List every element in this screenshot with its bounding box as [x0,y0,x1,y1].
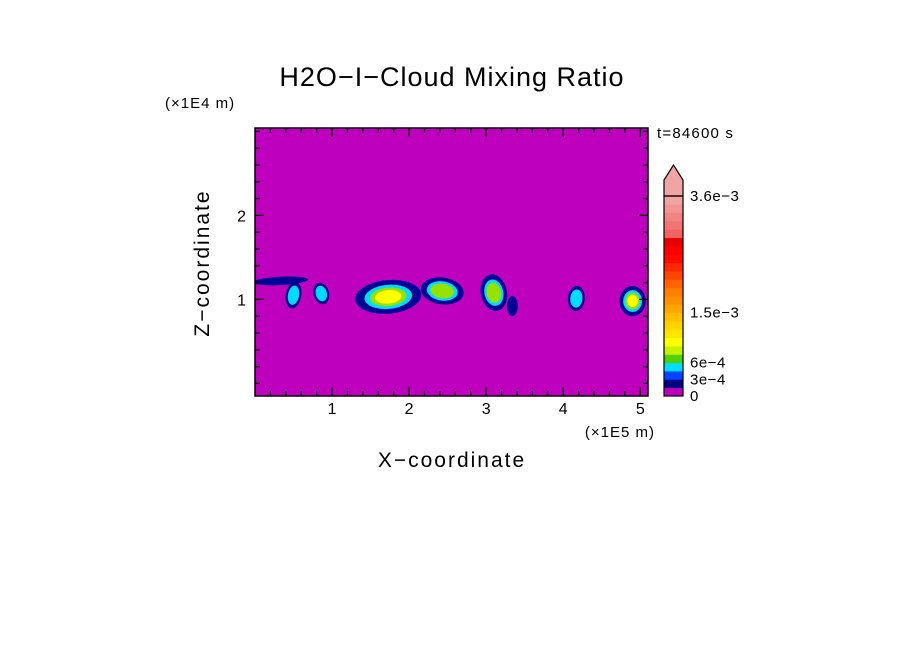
colorbar-label: 3e−4 [690,371,726,388]
z-tick-label: 2 [237,208,246,225]
plot-area [254,127,649,397]
x-axis-label: X−coordinate [378,449,526,472]
x-tick-label: 5 [636,401,645,418]
cloud-blob [313,282,330,305]
plot-background [255,128,648,396]
time-annotation: t=84600 s [657,125,734,142]
cloud-blob [619,285,646,317]
x-tick-label: 2 [405,401,414,418]
x-tick-label: 3 [482,401,491,418]
colorbar-overflow-arrow [663,163,684,197]
z-tick-label: 1 [237,292,246,309]
cloud-blob [285,281,302,309]
cloud-blob [506,296,518,317]
plot-frame [254,127,649,397]
colorbar: 3.6e−3 1.5e−3 6e−43e−40 [663,163,739,405]
axis-tick-labels: 1 2 3 4 5 1 2 [237,208,645,418]
chart-title: H2O−I−Cloud Mixing Ratio [279,62,624,92]
cloud-field [255,274,646,317]
z-axis-units-label: (×1E4 m) [165,95,235,112]
colorbar-label: 6e−4 [690,355,726,372]
x-tick-label: 1 [328,401,337,418]
z-axis-label: Z−coordinate [191,189,214,336]
cloud-blob [355,279,422,314]
cloud-blob [480,274,508,311]
colorbar-frame [663,195,684,397]
colorbar-label: 3.6e−3 [690,188,739,205]
axis-ticks [255,128,648,396]
colorbar-label: 1.5e−3 [690,305,739,322]
cloud-blob [567,285,585,312]
colorbar-label: 0 [690,388,699,405]
cloud-blob [420,277,464,305]
x-tick-label: 4 [559,401,568,418]
x-axis-units-label: (×1E5 m) [585,424,655,441]
